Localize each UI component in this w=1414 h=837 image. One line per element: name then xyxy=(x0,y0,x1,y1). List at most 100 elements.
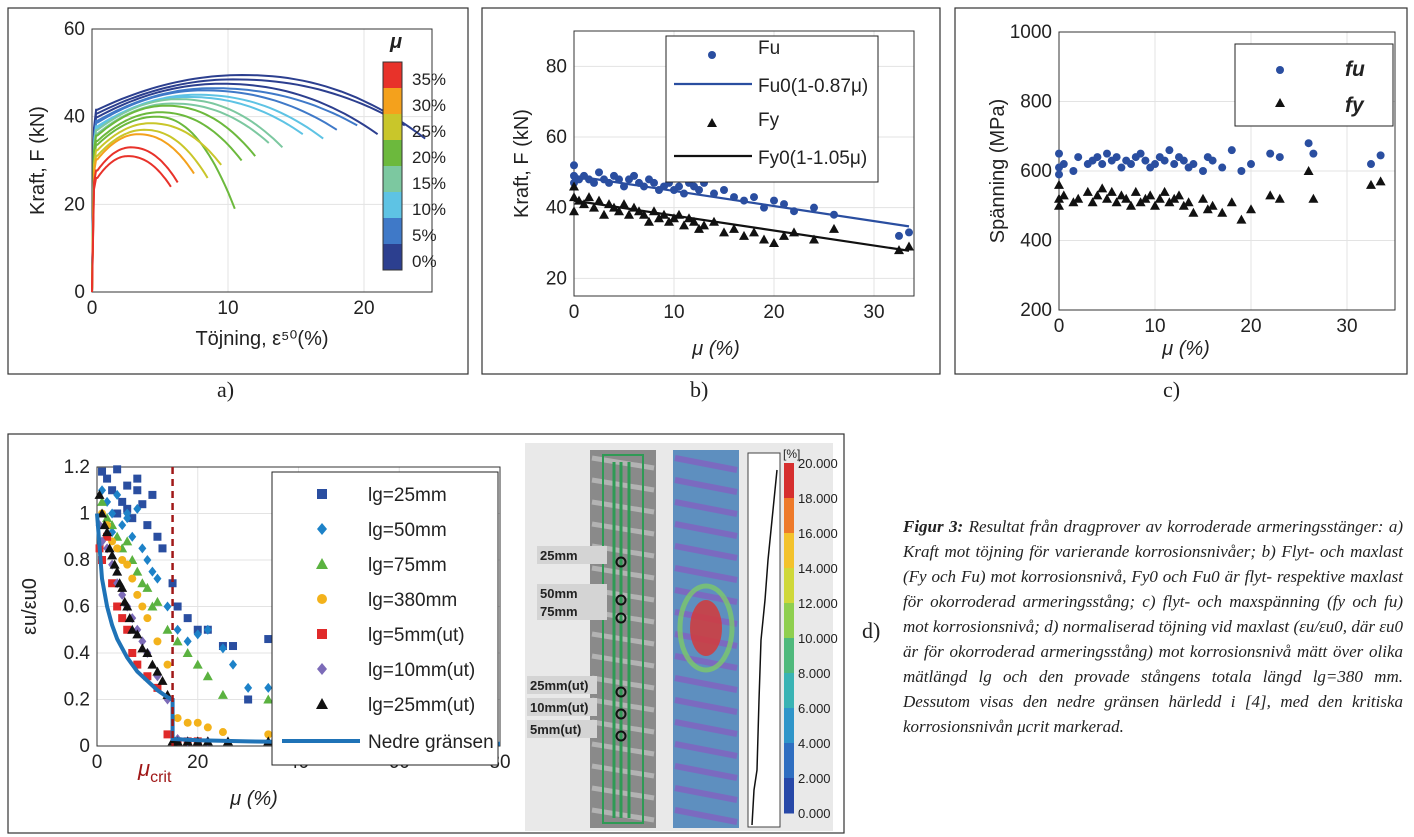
point-c-fu xyxy=(1141,156,1150,165)
point-b-Fy xyxy=(809,234,819,244)
point-c-fy xyxy=(1140,193,1151,203)
image-colorbar-label: 20.000 xyxy=(798,456,838,471)
fit-line-b xyxy=(573,199,910,252)
point-d-lg=380mm xyxy=(173,714,182,723)
point-b-Fy xyxy=(589,202,599,212)
image-colorbar-swatch xyxy=(784,533,794,569)
gauge-marker xyxy=(615,612,627,624)
point-b-Fu xyxy=(595,168,603,177)
point-d-lg=25mm(ut) xyxy=(112,566,123,576)
y-tick-label-b: 20 xyxy=(546,268,567,289)
point-d-lg=380mm xyxy=(183,718,192,727)
point-d-lg=25mm(ut) xyxy=(127,624,138,634)
colorbar-swatch-a xyxy=(383,62,402,88)
point-c-fu xyxy=(1136,149,1145,158)
point-d-lg=25mm(ut) xyxy=(97,508,108,518)
curve-a xyxy=(91,111,243,293)
point-d-lg=5mm(ut) xyxy=(103,532,112,541)
y-tick-label-a: 60 xyxy=(64,19,85,40)
curve-a xyxy=(91,89,338,293)
point-b-Fy xyxy=(654,213,664,223)
point-b-Fu xyxy=(905,228,913,237)
x-tick-label-d: 20 xyxy=(187,752,208,773)
point-c-fu xyxy=(1074,153,1083,162)
y-tick-label-c: 800 xyxy=(1020,92,1052,113)
gauge-region xyxy=(602,454,644,824)
strain-field-band xyxy=(674,521,738,539)
legend-label-d: lg=5mm(ut) xyxy=(368,625,465,646)
strain-field-band xyxy=(674,499,738,517)
legend-label-d: lg=50mm xyxy=(368,520,447,541)
colorbar-swatch-a xyxy=(383,166,402,192)
point-c-fu xyxy=(1170,160,1179,169)
fit-line-b xyxy=(573,174,910,228)
point-d-lg=25mm xyxy=(153,532,162,541)
point-c-fu xyxy=(1055,170,1063,179)
legend-c: fu fy xyxy=(1234,43,1394,127)
legend-label-d: Nedre gränsen xyxy=(368,732,494,753)
legend-marker-b xyxy=(708,51,716,59)
point-b-Fy xyxy=(584,192,594,202)
point-c-fy xyxy=(1111,197,1122,207)
image-colorbar-label: 16.000 xyxy=(798,526,838,541)
image-colorbar-label: 10.000 xyxy=(798,631,838,646)
point-d-lg=380mm xyxy=(143,614,152,623)
panel-label-d: d) xyxy=(862,618,881,643)
point-b-Fy xyxy=(569,192,579,202)
point-c-fu xyxy=(1247,160,1255,169)
point-d-lg=5mm(ut) xyxy=(163,730,172,739)
x-axis-label-c: μ (%) xyxy=(1161,338,1210,360)
point-c-fu xyxy=(1218,163,1227,172)
point-d-lg=10mm(ut) xyxy=(118,589,127,600)
y-axis-label-b: Kraft, F (kN) xyxy=(511,109,533,218)
gauge-label: 5mm(ut) xyxy=(530,722,581,737)
point-d-lg=380mm xyxy=(118,556,127,564)
image-colorbar-label: 18.000 xyxy=(798,491,838,506)
point-c-fy xyxy=(1236,214,1247,224)
point-c-fu xyxy=(1103,149,1111,158)
point-d-lg=50mm xyxy=(138,543,147,554)
point-c-fy xyxy=(1303,166,1314,175)
y-tick-label-d: 0 xyxy=(79,736,90,757)
legend-d: lg=25mm lg=50mm lg=75mm lg=380mm lg=5mm(ut) l… xyxy=(271,471,499,766)
colorbar-label-a: 0% xyxy=(412,252,437,271)
colorbar-swatch-a xyxy=(383,218,402,244)
point-d-lg=10mm(ut) xyxy=(138,636,147,647)
gauge-marker xyxy=(615,730,627,742)
point-b-Fy xyxy=(619,199,629,209)
point-c-fy xyxy=(1150,200,1160,210)
image-colorbar-swatch xyxy=(784,498,794,534)
point-d-lg=380mm xyxy=(123,560,132,569)
y-tick-label-a: 20 xyxy=(64,194,85,215)
curve-a xyxy=(91,146,179,293)
point-d-lg=25mm(ut) xyxy=(99,520,110,530)
x-tick-label-c: 10 xyxy=(1144,316,1165,337)
point-d-lg=50mm xyxy=(128,531,137,542)
colorbar-label-a: 35% xyxy=(412,70,446,89)
point-d-lg=5mm(ut) xyxy=(118,614,127,623)
point-c-fu xyxy=(1098,160,1107,169)
legend-label-d: lg=75mm xyxy=(368,555,447,576)
point-d-lg=75mm xyxy=(122,536,133,546)
point-b-Fu xyxy=(650,178,658,187)
point-d-lg=5mm(ut) xyxy=(108,579,117,588)
point-d-lg=25mm(ut) xyxy=(147,659,158,669)
figure-caption: Figur 3: Resultat från dragprover av kor… xyxy=(903,514,1403,739)
gauge-label-box xyxy=(537,602,607,620)
point-c-fy xyxy=(1366,179,1376,189)
specimen-image: 25mm 50mm 75mm 25mm(ut) 10mm(ut) 5mm(ut) [%]20… xyxy=(525,443,838,831)
legend-marker-d xyxy=(317,489,327,499)
caption-text: Resultat från dragprover av korroderade … xyxy=(903,517,1403,736)
image-colorbar-swatch xyxy=(784,708,794,744)
colorbar-swatch-a xyxy=(383,140,402,166)
chart-b: 0 10 20 30 20 40 60 80 μ (%) Kraft, F (kN) Fu Fu0(1… xyxy=(481,7,941,375)
colorbar-swatch-a xyxy=(383,192,402,218)
point-b-Fu xyxy=(810,203,818,212)
point-d-lg=50mm xyxy=(244,682,253,693)
point-d-lg=5mm(ut) xyxy=(123,625,132,634)
y-tick-label-d: 0.2 xyxy=(64,690,90,711)
point-c-fy xyxy=(1054,200,1064,210)
curve-a xyxy=(91,104,256,293)
point-d-lg=50mm xyxy=(108,508,117,519)
y-axis-label-d: εu/εu0 xyxy=(19,578,41,635)
